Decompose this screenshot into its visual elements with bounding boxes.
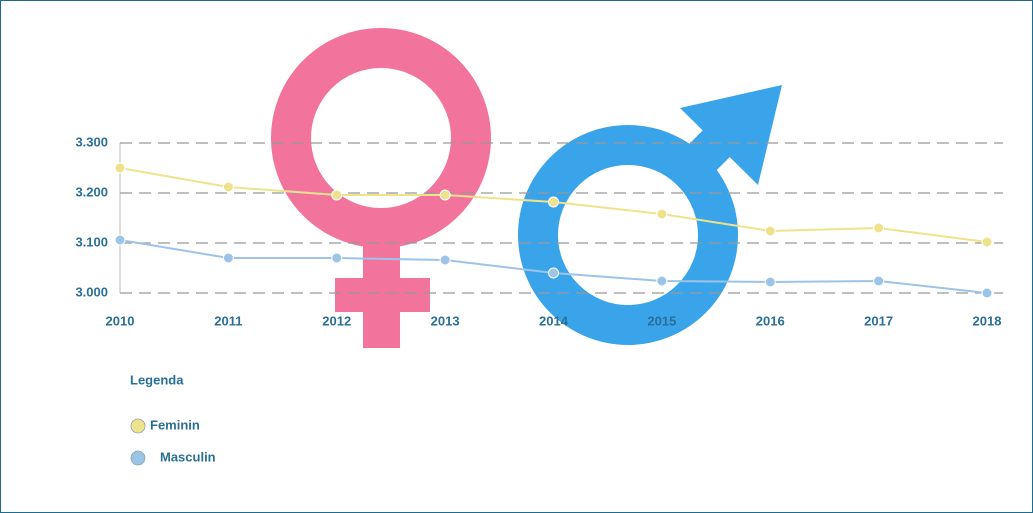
y-tick-label: 3.100: [75, 234, 108, 249]
female-symbol: [271, 28, 491, 348]
data-point: [764, 225, 776, 237]
x-tick-label: 2017: [864, 313, 893, 328]
male-symbol: [518, 85, 782, 345]
data-point: [331, 189, 343, 201]
data-point: [331, 252, 343, 264]
data-point: [114, 234, 126, 246]
x-tick-label: 2011: [214, 313, 242, 328]
data-point: [873, 275, 885, 287]
data-point: [548, 267, 559, 279]
data-point: [656, 275, 668, 287]
legend-label: Feminin: [150, 417, 200, 432]
data-point: [439, 254, 451, 266]
y-tick-label: 3.300: [75, 134, 108, 149]
legend-marker: [130, 450, 146, 466]
x-tick-label: 2014: [539, 313, 569, 328]
x-tick-label: 2015: [647, 313, 676, 328]
x-tick-label: 2018: [973, 313, 1002, 328]
data-point: [439, 189, 451, 201]
data-point: [114, 162, 126, 174]
x-tick-label: 2016: [756, 313, 785, 328]
y-tick-label: 3.000: [75, 284, 108, 299]
data-point: [873, 222, 885, 234]
data-point: [981, 287, 993, 299]
legend-marker: [130, 418, 146, 434]
x-tick-label: 2010: [106, 313, 135, 328]
legend-label: Masculin: [160, 449, 216, 464]
legend-title: Legenda: [130, 372, 184, 387]
x-tick-label: 2013: [431, 313, 460, 328]
data-point: [548, 196, 559, 208]
data-point: [222, 252, 234, 264]
data-point: [981, 236, 993, 248]
data-point: [764, 276, 776, 288]
x-tick-label: 2012: [322, 313, 351, 328]
data-point: [656, 208, 668, 220]
y-tick-label: 3.200: [75, 184, 108, 199]
data-point: [222, 181, 234, 193]
